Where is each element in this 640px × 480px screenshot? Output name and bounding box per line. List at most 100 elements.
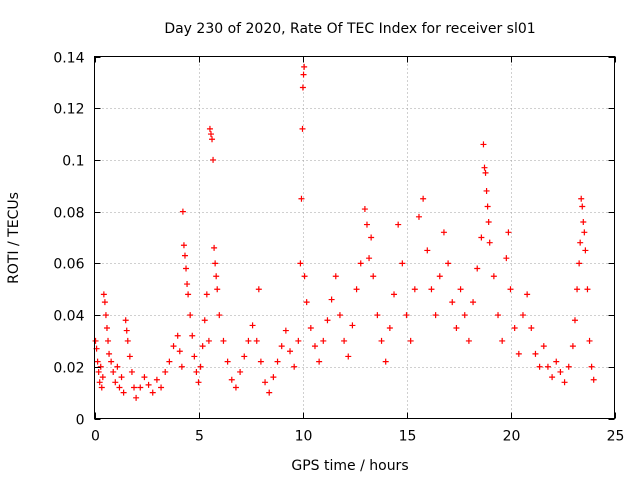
data-point xyxy=(461,312,468,319)
data-point xyxy=(181,252,188,259)
data-point xyxy=(486,239,493,246)
data-point xyxy=(345,353,352,360)
data-point xyxy=(94,358,101,365)
data-point xyxy=(237,368,244,375)
data-point xyxy=(484,203,491,210)
data-point xyxy=(407,337,414,344)
data-point xyxy=(481,164,488,171)
x-tick-labels: 0 5 10 15 20 25 xyxy=(91,429,624,445)
data-point xyxy=(470,299,477,306)
data-point xyxy=(349,322,356,329)
y-tick-label: 0 xyxy=(76,413,85,429)
data-point xyxy=(411,286,418,293)
data-point xyxy=(474,265,481,272)
data-point xyxy=(149,389,156,396)
data-point xyxy=(341,337,348,344)
data-point xyxy=(249,322,256,329)
data-point xyxy=(195,379,202,386)
data-point xyxy=(97,363,104,370)
data-point xyxy=(303,299,310,306)
data-point xyxy=(480,141,487,148)
data-point xyxy=(465,337,472,344)
y-tick-label: 0.04 xyxy=(53,309,84,325)
data-point xyxy=(324,317,331,324)
data-point xyxy=(232,384,239,391)
data-point xyxy=(579,203,586,210)
data-point xyxy=(145,381,152,388)
data-point xyxy=(210,156,217,163)
data-point xyxy=(588,363,595,370)
data-point xyxy=(213,273,220,280)
data-point xyxy=(106,350,113,357)
data-point xyxy=(216,312,223,319)
data-point xyxy=(282,327,289,334)
data-point xyxy=(320,337,327,344)
data-point xyxy=(374,312,381,319)
y-axis-label: ROTI / TECUs xyxy=(6,192,22,284)
data-point xyxy=(197,363,204,370)
data-point xyxy=(432,312,439,319)
data-point xyxy=(578,195,585,202)
data-point xyxy=(485,218,492,225)
data-point xyxy=(274,358,281,365)
data-point xyxy=(584,286,591,293)
data-point xyxy=(366,255,373,262)
data-point xyxy=(191,353,198,360)
data-point xyxy=(185,291,192,298)
data-point xyxy=(571,317,578,324)
data-point xyxy=(278,343,285,350)
data-point xyxy=(424,247,431,254)
data-point xyxy=(255,286,262,293)
data-point xyxy=(368,234,375,241)
data-point xyxy=(120,389,127,396)
data-point xyxy=(166,358,173,365)
data-point xyxy=(391,291,398,298)
data-point xyxy=(178,363,185,370)
data-point xyxy=(386,325,393,331)
data-point xyxy=(131,384,138,391)
data-point xyxy=(116,384,123,391)
data-point xyxy=(245,337,252,344)
y-tick-labels: 0 0.02 0.04 0.06 0.08 0.1 0.12 0.14 xyxy=(53,51,84,429)
data-point xyxy=(440,229,447,236)
data-point xyxy=(503,255,510,262)
data-point xyxy=(101,299,108,306)
data-point xyxy=(100,291,107,298)
data-point xyxy=(123,327,130,334)
y-tick-label: 0.1 xyxy=(62,154,84,170)
data-point xyxy=(482,169,489,176)
data-point xyxy=(519,312,526,319)
data-point xyxy=(544,363,551,370)
data-point xyxy=(126,353,133,360)
data-point xyxy=(332,273,339,280)
data-point xyxy=(266,389,273,396)
x-tick-label: 25 xyxy=(607,429,625,445)
data-point xyxy=(445,260,452,267)
data-point xyxy=(370,273,377,280)
x-axis-label: GPS time / hours xyxy=(291,458,408,474)
data-point xyxy=(532,350,539,357)
data-point xyxy=(133,394,140,401)
data-point xyxy=(92,337,99,344)
data-point xyxy=(478,234,485,241)
data-point xyxy=(453,325,460,331)
grid-lines xyxy=(94,56,615,419)
data-point xyxy=(180,242,187,249)
data-point xyxy=(299,125,306,132)
data-point xyxy=(207,131,214,138)
data-point xyxy=(211,244,218,251)
data-point xyxy=(108,358,115,365)
x-tick-label: 5 xyxy=(195,429,204,445)
data-point xyxy=(363,221,370,228)
data-point xyxy=(105,337,112,344)
y-tick-label: 0.14 xyxy=(53,51,84,67)
data-point xyxy=(328,296,335,303)
data-point xyxy=(495,312,502,319)
data-point xyxy=(511,325,518,331)
data-point xyxy=(582,247,589,254)
data-point xyxy=(228,376,235,383)
data-point xyxy=(483,187,490,194)
data-point xyxy=(214,286,221,293)
data-point xyxy=(399,260,406,267)
data-point xyxy=(187,312,194,319)
